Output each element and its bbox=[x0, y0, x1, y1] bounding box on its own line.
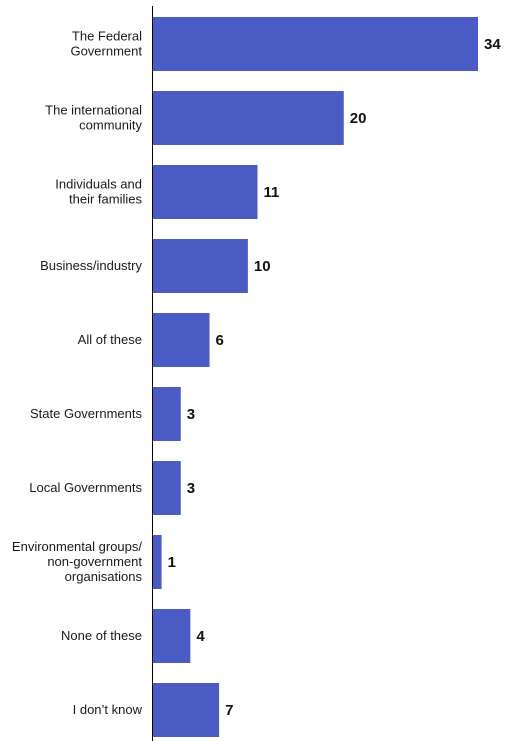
category-labels-group: The Federal Government The international co… bbox=[12, 29, 143, 718]
value-label-3: 10 bbox=[254, 258, 271, 275]
bars-group bbox=[152, 17, 478, 737]
category-label-4: All of these bbox=[78, 332, 142, 347]
value-label-6: 3 bbox=[187, 480, 195, 497]
bar-5 bbox=[152, 387, 181, 441]
category-label-7: Environmental groups/non-government organ… bbox=[12, 539, 143, 584]
bar-4 bbox=[152, 313, 210, 367]
bar-0 bbox=[152, 17, 478, 71]
category-label-2: Individuals and their families bbox=[55, 177, 142, 207]
value-label-8: 4 bbox=[196, 628, 205, 645]
category-label-3: Business/industry bbox=[40, 258, 142, 273]
bar-8 bbox=[152, 609, 191, 663]
category-label-5: State Governments bbox=[30, 406, 142, 421]
bar-3 bbox=[152, 239, 248, 293]
value-label-1: 20 bbox=[350, 110, 367, 127]
bar-7 bbox=[152, 535, 162, 589]
value-label-7: 1 bbox=[168, 554, 176, 571]
value-label-5: 3 bbox=[187, 406, 195, 423]
value-labels-group: 34 20 11 10 6 3 3 1 4 7 bbox=[168, 36, 502, 719]
value-label-4: 6 bbox=[216, 332, 224, 349]
category-label-8: None of these bbox=[61, 628, 142, 643]
value-label-0: 34 bbox=[484, 36, 501, 53]
bar-6 bbox=[152, 461, 181, 515]
value-label-9: 7 bbox=[225, 702, 233, 719]
category-label-9: I don’t know bbox=[73, 702, 143, 717]
bar-9 bbox=[152, 683, 220, 737]
value-label-2: 11 bbox=[263, 184, 279, 201]
category-label-6: Local Governments bbox=[29, 480, 142, 495]
category-label-1: The international community bbox=[45, 103, 142, 133]
category-label-0: The Federal Government bbox=[70, 29, 142, 59]
bar-2 bbox=[152, 165, 258, 219]
bar-1 bbox=[152, 91, 344, 145]
